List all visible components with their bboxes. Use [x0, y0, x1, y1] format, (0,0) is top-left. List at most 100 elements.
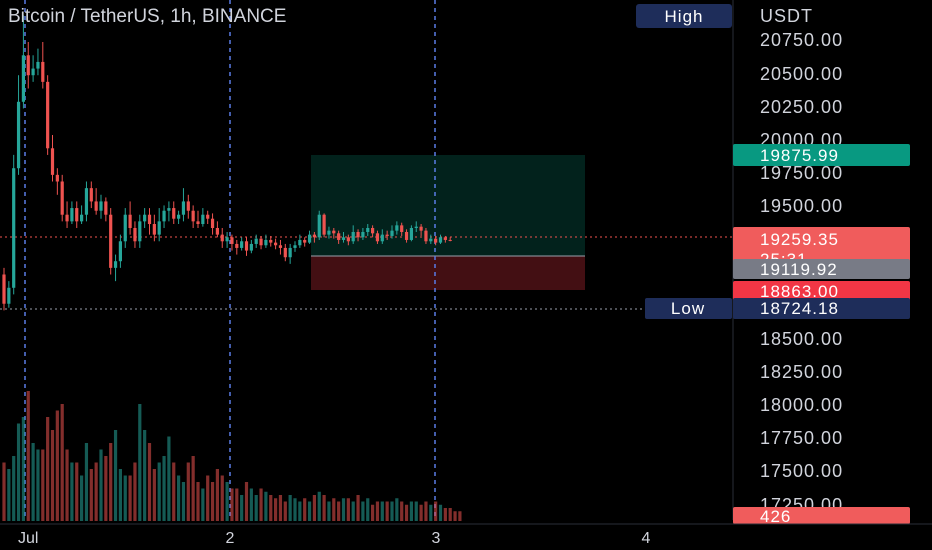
volume-bar — [186, 462, 190, 521]
volume-bar — [206, 475, 210, 521]
candle-body — [55, 174, 59, 182]
candle-body — [104, 201, 108, 215]
volume-bar — [249, 488, 253, 521]
price-tick-label: 20750.00 — [760, 30, 843, 50]
volume-bar — [303, 498, 307, 521]
candle-body — [414, 226, 418, 228]
volume-bar — [2, 462, 6, 521]
candle-body — [157, 221, 161, 235]
volume-bar — [172, 462, 176, 521]
volume-bar — [147, 443, 152, 521]
entry-price-text: 19119.92 — [760, 260, 838, 279]
candle-body — [278, 245, 283, 248]
candle-body — [332, 230, 336, 234]
volume-bar — [21, 417, 25, 521]
volume-bar — [162, 456, 166, 521]
candle-body — [298, 239, 302, 246]
candle-body — [317, 214, 321, 238]
volume-bar — [380, 501, 384, 521]
candle-body — [138, 221, 142, 242]
candlestick-series[interactable] — [2, 15, 452, 311]
candle-body — [206, 214, 210, 219]
candle-body — [400, 225, 404, 232]
volume-bar — [443, 508, 447, 521]
volume-bar — [356, 495, 360, 521]
candle-body — [225, 237, 229, 242]
volume-bar — [385, 501, 389, 521]
candle-body — [186, 201, 190, 211]
volume-bar — [424, 501, 428, 521]
volume-bar — [371, 504, 375, 521]
candle-body — [220, 234, 224, 242]
volume-bar — [70, 462, 74, 521]
volume-bar — [409, 501, 413, 521]
candle-body — [7, 287, 11, 304]
candle-body — [259, 238, 263, 246]
high-label-tag — [636, 4, 732, 28]
candle-body — [390, 230, 394, 236]
volume-bar — [448, 508, 452, 521]
candle-body — [346, 237, 350, 242]
volume-bar — [94, 462, 98, 521]
time-tick-label: 4 — [642, 530, 651, 547]
volume-bar — [201, 488, 205, 521]
volume-bar — [288, 495, 292, 521]
volume-bar — [453, 511, 457, 521]
currency-label: USDT — [760, 6, 813, 26]
volume-bar — [99, 449, 103, 521]
volume-bar — [240, 495, 244, 521]
volume-bar — [244, 482, 249, 521]
price-tick-label: 19500.00 — [760, 196, 843, 216]
candle-body — [327, 230, 331, 235]
price-tick-label: 18250.00 — [760, 362, 843, 382]
volume-bar — [327, 501, 331, 521]
candle-body — [380, 234, 384, 242]
volume-bar — [278, 495, 283, 521]
volume-bar — [215, 469, 219, 521]
volume-bar — [89, 469, 93, 521]
low-price-tag[interactable] — [733, 298, 910, 319]
price-tick-label: 17750.00 — [760, 428, 843, 448]
target-price-tag[interactable] — [733, 144, 910, 166]
candle-body — [2, 274, 6, 304]
candle-body — [235, 243, 239, 248]
price-tick-label: 17500.00 — [760, 461, 843, 481]
candle-body — [419, 226, 423, 231]
volume-bar — [109, 443, 113, 521]
volume-bar — [118, 469, 122, 521]
candle-body — [60, 181, 64, 215]
candle-body — [75, 208, 79, 222]
volume-bar — [26, 391, 30, 521]
volume-bar — [337, 501, 341, 521]
volume-bar — [55, 410, 59, 521]
candle-body — [448, 239, 452, 241]
long-position-loss-zone[interactable] — [311, 256, 585, 290]
volume-bar — [46, 417, 50, 521]
candle-body — [162, 210, 166, 222]
candle-body — [152, 224, 156, 235]
candle-body — [264, 239, 268, 246]
current-price-text: 19259.35 — [760, 230, 839, 249]
candle-body — [341, 237, 346, 240]
stop-price-text: 18863.00 — [760, 282, 839, 301]
volume-bar — [458, 511, 462, 521]
candle-body — [269, 239, 273, 243]
candle-body — [65, 214, 69, 222]
volume-bar — [395, 498, 399, 521]
volume-bar — [50, 430, 55, 521]
volume-bar — [36, 449, 40, 521]
volume-bar — [31, 443, 35, 521]
long-position-profit-zone[interactable] — [311, 155, 585, 256]
time-tick-label: 2 — [226, 530, 235, 547]
candle-body — [12, 168, 16, 288]
low-label-tag — [645, 298, 732, 319]
stop-price-tag[interactable] — [733, 281, 910, 301]
entry-price-tag[interactable] — [733, 259, 910, 279]
candle-body — [438, 237, 443, 243]
volume-bar — [157, 462, 161, 521]
time-tick-label: 3 — [432, 530, 441, 547]
volume-bar — [361, 501, 365, 521]
candle-body — [395, 225, 399, 231]
candle-body — [89, 188, 93, 202]
